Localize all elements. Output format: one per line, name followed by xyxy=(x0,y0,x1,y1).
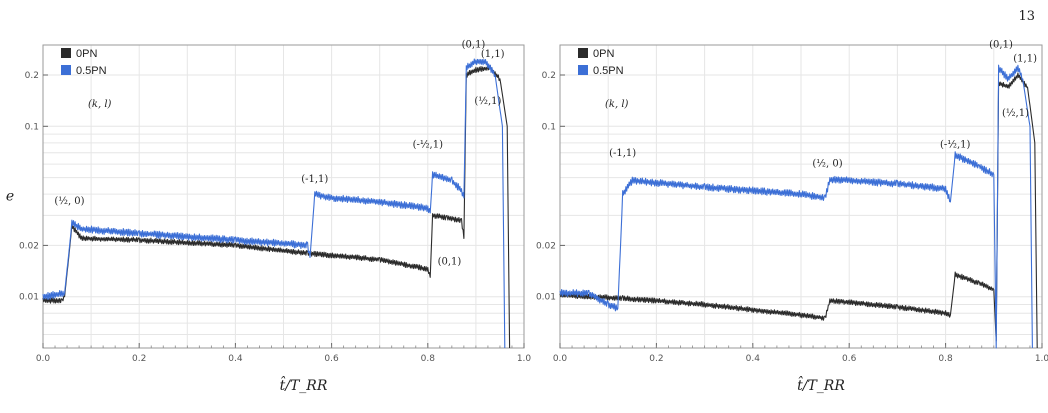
x-tick-label: 1.0 xyxy=(1035,354,1048,364)
x-tick-label: 0.0 xyxy=(36,354,51,364)
resonance-annotation: (1,1) xyxy=(481,49,505,60)
legend-swatch xyxy=(578,48,588,58)
legend-label: 0.5PN xyxy=(593,65,624,77)
y-tick-label: 0.01 xyxy=(19,293,39,303)
page-number: 13 xyxy=(1018,9,1035,24)
x-tick-label: 1.0 xyxy=(517,354,532,364)
y-tick-label: 0.2 xyxy=(25,71,39,81)
x-tick-label: 0.2 xyxy=(649,354,663,364)
y-tick-label: 0.1 xyxy=(25,122,39,132)
y-tick-label: 0.02 xyxy=(536,241,556,251)
resonance-annotation: (½,1) xyxy=(1002,108,1029,119)
y-tick-label: 0.02 xyxy=(19,241,39,251)
legend-label: 0PN xyxy=(593,48,614,60)
x-tick-label: 0.4 xyxy=(746,354,761,364)
x-axis-title: t̂/T_RR xyxy=(280,375,328,394)
series-line xyxy=(42,65,511,349)
resonance-annotation: (0,1) xyxy=(462,40,486,51)
series-line xyxy=(42,58,506,349)
x-tick-label: 0.0 xyxy=(553,354,568,364)
resonance-annotation: (1,1) xyxy=(1013,54,1037,65)
resonance-annotation: (½, 0) xyxy=(54,196,84,207)
x-tick-label: 0.8 xyxy=(938,354,953,364)
y-tick-label: 0.01 xyxy=(536,293,556,303)
chart-right: 0.0 0.2 0.4 0.6 0.8 1.0 0.01 0.02 0.1 0.2 0PN 0.5PN… xyxy=(536,40,1048,394)
resonance-annotation: (-½,1) xyxy=(940,140,971,151)
legend-swatch xyxy=(61,65,71,75)
x-tick-label: 0.8 xyxy=(421,354,436,364)
legend-swatch xyxy=(61,48,71,58)
chart-left: 0.0 0.2 0.4 0.6 0.8 1.0 0.01 0.02 0.1 0.2 0PN 0.5PN… xyxy=(6,40,532,394)
y-tick-label: 0.2 xyxy=(542,71,556,81)
x-tick-label: 0.6 xyxy=(324,354,339,364)
x-tick-label: 0.4 xyxy=(228,354,243,364)
series-line xyxy=(559,64,1033,349)
x-tick-label: 0.2 xyxy=(132,354,146,364)
legend-label: 0PN xyxy=(76,48,97,60)
y-axis-title: e xyxy=(6,189,14,205)
resonance-annotation: (-1,1) xyxy=(301,174,328,185)
series-line xyxy=(559,72,1038,349)
resonance-annotation: (½,1) xyxy=(474,96,501,107)
resonance-annotation: (-½,1) xyxy=(413,140,444,151)
resonance-annotation: (0,1) xyxy=(438,256,462,267)
legend-note: (k, l) xyxy=(605,99,629,110)
legend-note: (k, l) xyxy=(88,99,112,110)
resonance-annotation: (-1,1) xyxy=(609,148,636,159)
legend-label: 0.5PN xyxy=(76,65,107,77)
resonance-annotation: (0,1) xyxy=(989,40,1013,51)
y-tick-label: 0.1 xyxy=(542,122,556,132)
resonance-annotation: (½, 0) xyxy=(812,159,842,170)
legend-swatch xyxy=(578,65,588,75)
x-tick-label: 0.6 xyxy=(842,354,857,364)
x-axis-title: t̂/T_RR xyxy=(797,375,845,394)
